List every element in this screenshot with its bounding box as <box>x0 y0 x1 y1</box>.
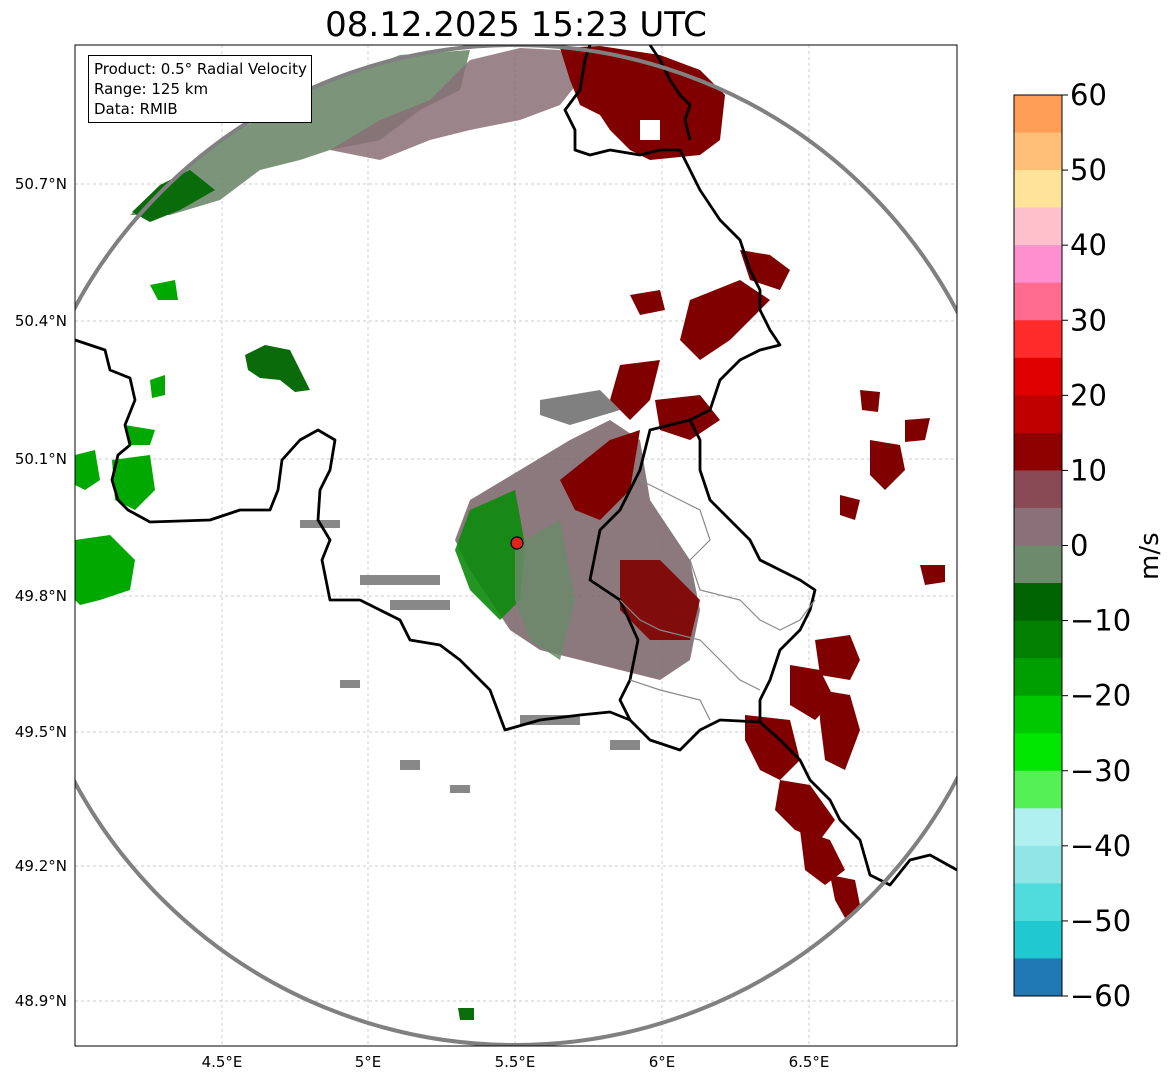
colorbar-band <box>1014 733 1062 772</box>
colorbar-band <box>1014 320 1062 359</box>
colorbar-band <box>1014 432 1062 471</box>
lat-label: 50.7°N <box>15 175 67 193</box>
colorbar-tick-label: −10 <box>1070 604 1131 638</box>
colorbar-band <box>1014 95 1062 134</box>
data-source-label: Data: RMIB <box>94 100 178 118</box>
lat-label: 49.5°N <box>15 723 67 741</box>
radar-site-marker <box>510 536 524 550</box>
plot-area <box>75 45 957 1046</box>
lat-label: 50.4°N <box>15 312 67 330</box>
colorbar-tick-label: 60 <box>1070 78 1107 112</box>
lon-label: 5°E <box>355 1053 382 1071</box>
product-info-box: Product: 0.5° Radial Velocity Range: 125… <box>88 55 312 123</box>
map-title: 08.12.2025 15:23 UTC <box>325 5 707 45</box>
colorbar-tick-label: −20 <box>1070 679 1131 713</box>
product-label: Product: 0.5° Radial Velocity <box>94 60 307 78</box>
colorbar-band <box>1014 545 1062 584</box>
lat-label: 49.2°N <box>15 857 67 875</box>
lat-label: 49.8°N <box>15 587 67 605</box>
colorbar-band <box>1014 920 1062 959</box>
colorbar-tick-label: 50 <box>1070 153 1107 187</box>
range-label: Range: 125 km <box>94 80 209 98</box>
colorbar-band <box>1014 470 1062 509</box>
graticule <box>75 45 957 1046</box>
plot-frame <box>74 44 958 1047</box>
colorbar-band <box>1014 770 1062 809</box>
colorbar-tick-label: −40 <box>1070 829 1131 863</box>
colorbar-tick-label: −50 <box>1070 904 1131 938</box>
colorbar-tick-label: 20 <box>1070 378 1107 412</box>
lon-label: 6°E <box>649 1053 676 1071</box>
colorbar-band <box>1014 808 1062 847</box>
latitude-labels: 50.7°N 50.4°N 50.1°N 49.8°N 49.5°N 49.2°… <box>15 175 67 1010</box>
colorbar-tick-label: 40 <box>1070 228 1107 262</box>
echo-central <box>455 390 700 680</box>
colorbar-band <box>1014 282 1062 321</box>
admin-borders <box>619 479 816 721</box>
colorbar-tick-label: −30 <box>1070 754 1131 788</box>
echo-cell-south <box>458 1008 474 1020</box>
lon-label: 6.5°E <box>789 1053 830 1071</box>
colorbar-band <box>1014 395 1062 434</box>
echo-west-inbound <box>75 280 178 605</box>
lon-label: 4.5°E <box>202 1053 243 1071</box>
colorbar-tick-label: −60 <box>1070 979 1131 1013</box>
range-ring <box>75 45 957 1046</box>
colorbar-band <box>1014 245 1062 284</box>
colorbar-band <box>1014 695 1062 734</box>
colorbar-band <box>1014 583 1062 622</box>
colorbar-band <box>1014 883 1062 922</box>
colorbar-ticks: 60 50 40 30 20 10 0 −10 −20 −30 −40 −50 −60 <box>1062 78 1131 1013</box>
colorbar-band <box>1014 845 1062 884</box>
echo-southeast-outbound <box>745 390 945 918</box>
lon-label: 5.5°E <box>495 1053 536 1071</box>
colorbar-tick-label: 0 <box>1070 529 1088 563</box>
colorbar-band <box>1014 207 1062 246</box>
colorbar-band <box>1014 958 1062 997</box>
colorbar-bands <box>1014 95 1062 997</box>
colorbar-band <box>1014 357 1062 396</box>
colorbar-tick-label: 30 <box>1070 303 1107 337</box>
colorbar-band <box>1014 658 1062 697</box>
colorbar-unit-label: m/s <box>1135 532 1165 580</box>
lat-label: 50.1°N <box>15 450 67 468</box>
colorbar-tick-label: 10 <box>1070 453 1107 487</box>
echo-northwest-fan <box>130 48 580 222</box>
colorbar-band <box>1014 132 1062 171</box>
country-borders <box>75 45 957 887</box>
colorbar-band <box>1014 620 1062 659</box>
echo-cell-dark-green <box>245 345 310 392</box>
colorbar-band <box>1014 170 1062 209</box>
colorbar-band <box>1014 507 1062 546</box>
colorbar: 60 50 40 30 20 10 0 −10 −20 −30 −40 −50 −60 <box>1013 78 1131 1013</box>
lat-label: 48.9°N <box>15 992 67 1010</box>
longitude-labels: 4.5°E 5°E 5.5°E 6°E 6.5°E <box>202 1053 830 1071</box>
